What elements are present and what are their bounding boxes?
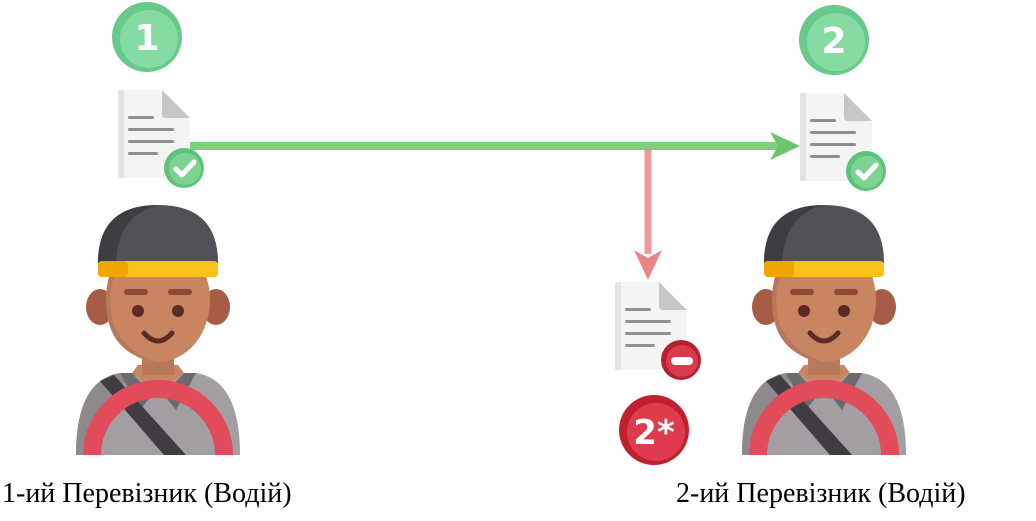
document-check-icon-2	[800, 93, 886, 191]
driver-2-icon	[742, 205, 906, 455]
step-badge-2-star-label: 2*	[633, 413, 675, 453]
carrier-2-caption: 2-ий Перевізник (Водій)	[676, 478, 966, 509]
step-badge-2-star: 2*	[619, 395, 689, 465]
step-badge-1: 1	[112, 2, 182, 72]
rejection-arrowhead	[634, 250, 662, 280]
driver-1-icon	[76, 205, 240, 455]
transfer-arrowhead	[770, 132, 800, 160]
document-check-icon	[118, 90, 204, 188]
step-badge-1-label: 1	[134, 18, 159, 59]
step-badge-2-label: 2	[821, 21, 846, 62]
document-minus-icon	[615, 282, 701, 380]
carrier-1-caption: 1-ий Перевізник (Водій)	[2, 478, 292, 509]
step-badge-2: 2	[799, 5, 869, 75]
